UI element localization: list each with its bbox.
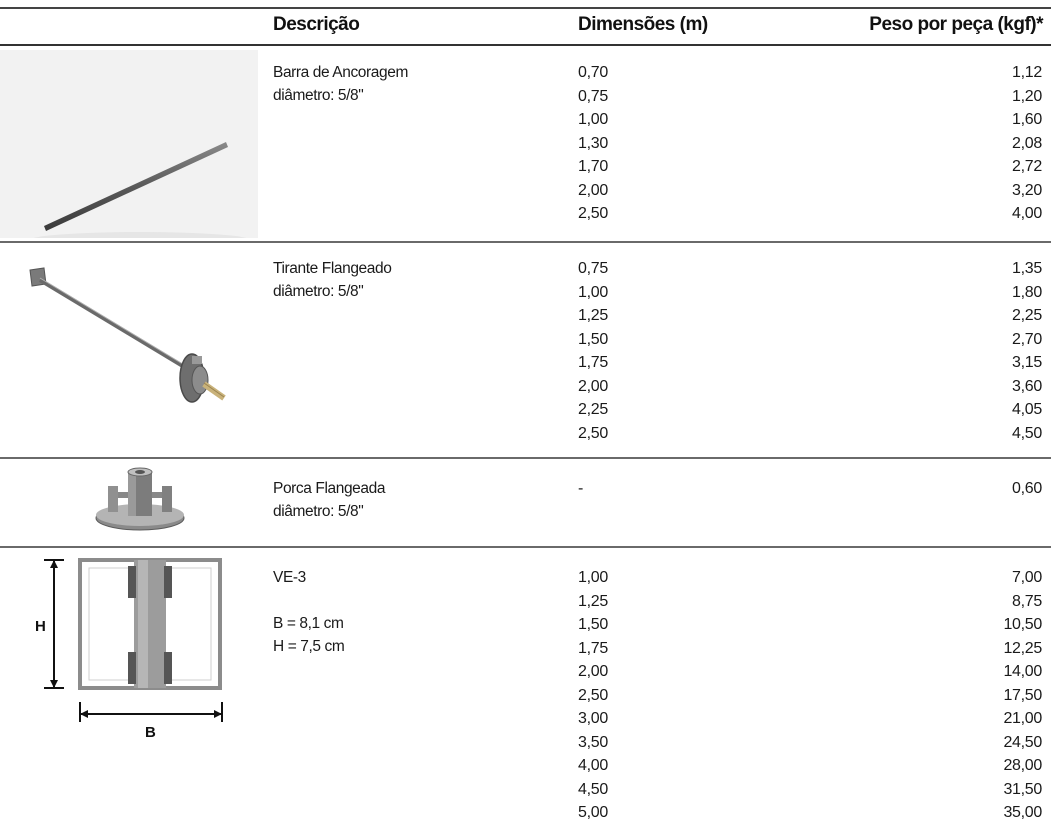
weight-value: 7,00	[1012, 569, 1042, 586]
dimension-value: 3,00	[578, 710, 608, 727]
row1-desc-name: Barra de Ancoragem	[273, 64, 408, 81]
weight-value: 10,50	[1003, 616, 1042, 633]
weight-value: 12,25	[1003, 639, 1042, 657]
row-separator	[0, 546, 1051, 548]
weight-value: 17,50	[1003, 686, 1042, 704]
weight-value: 0,60	[1012, 480, 1042, 497]
row4-weights: 7,00 8,75 10,50 12,25 14,00 17,50 21,00 …	[1003, 566, 1042, 825]
weight-value: 2,25	[1012, 307, 1042, 324]
dimension-value: 1,25	[578, 592, 608, 610]
weight-value: 3,60	[1012, 377, 1042, 395]
weight-value: 3,15	[1012, 354, 1042, 371]
dimension-value: 1,25	[578, 307, 608, 324]
dimension-value: 2,00	[578, 663, 608, 680]
weight-value: 2,08	[1012, 134, 1042, 152]
row4-desc-b: B = 8,1 cm	[273, 615, 344, 632]
dimension-value: 4,50	[578, 780, 608, 798]
dimension-value: 1,00	[578, 569, 608, 586]
dimension-value: 1,50	[578, 330, 608, 348]
dimension-value: 2,50	[578, 424, 608, 442]
weight-value: 2,70	[1012, 330, 1042, 348]
dimension-value: 3,50	[578, 733, 608, 751]
dimension-value: 1,50	[578, 616, 608, 633]
row2-desc-diameter: diâmetro: 5/8"	[273, 283, 364, 300]
dimension-value: 2,50	[578, 686, 608, 704]
header-dimensoes: Dimensões (m)	[578, 14, 708, 35]
weight-value: 4,05	[1012, 401, 1042, 418]
diagram-label-b: B	[145, 724, 156, 741]
row2-weights: 1,35 1,80 2,25 2,70 3,15 3,60 4,05 4,50	[1012, 257, 1042, 445]
weight-value: 4,50	[1012, 424, 1042, 442]
dimension-value: 0,70	[578, 64, 608, 81]
weight-value: 1,80	[1012, 283, 1042, 301]
ve3-profile-diagram: H B	[0, 552, 258, 742]
row2-desc-name: Tirante Flangeado	[273, 260, 392, 277]
dimension-value: 1,00	[578, 111, 608, 128]
row4-dimensions: 1,00 1,25 1,50 1,75 2,00 2,50 3,00 3,50 …	[578, 566, 608, 825]
weight-value: 1,35	[1012, 260, 1042, 277]
diagram-label-h: H	[35, 618, 46, 635]
dimension-value: 5,00	[578, 804, 608, 821]
dimension-value: 1,30	[578, 134, 608, 152]
table-top-rule	[0, 7, 1051, 9]
header-descricao: Descrição	[273, 14, 360, 35]
header-peso: Peso por peça (kgf)*	[869, 14, 1043, 35]
row-separator	[0, 241, 1051, 243]
anchor-bar-image	[0, 50, 258, 238]
dimension-value: 2,50	[578, 205, 608, 222]
weight-value: 1,12	[1012, 64, 1042, 81]
weight-value: 28,00	[1003, 757, 1042, 774]
row1-dimensions: 0,70 0,75 1,00 1,30 1,70 2,00 2,50	[578, 61, 608, 226]
dimension-value: 2,00	[578, 181, 608, 199]
row3-desc-name: Porca Flangeada	[273, 480, 386, 497]
row1-desc-diameter: diâmetro: 5/8"	[273, 87, 364, 104]
row4-desc-name: VE-3	[273, 569, 306, 586]
dimension-value: 0,75	[578, 260, 608, 277]
row3-desc-diameter: diâmetro: 5/8"	[273, 503, 364, 520]
flanged-tie-rod-image	[0, 246, 258, 448]
row4-desc-h: H = 7,5 cm	[273, 638, 345, 655]
row3-weights: 0,60	[1012, 477, 1042, 501]
weight-value: 31,50	[1003, 780, 1042, 798]
weight-value: 21,00	[1003, 710, 1042, 727]
weight-value: 35,00	[1003, 804, 1042, 821]
dimension-value: 1,75	[578, 639, 608, 657]
weight-value: 24,50	[1003, 733, 1042, 751]
row1-weights: 1,12 1,20 1,60 2,08 2,72 3,20 4,00	[1012, 61, 1042, 226]
dimension-value: 1,00	[578, 283, 608, 301]
row3-dimensions: -	[578, 477, 583, 501]
weight-value: 1,60	[1012, 111, 1042, 128]
weight-value: 1,20	[1012, 87, 1042, 105]
weight-value: 3,20	[1012, 181, 1042, 199]
dimension-value: 2,00	[578, 377, 608, 395]
dimension-value: 0,75	[578, 87, 608, 105]
dimension-value: -	[578, 480, 584, 497]
weight-value: 4,00	[1012, 205, 1042, 222]
row2-dimensions: 0,75 1,00 1,25 1,50 1,75 2,00 2,25 2,50	[578, 257, 608, 445]
weight-value: 8,75	[1012, 592, 1042, 610]
dimension-value: 4,00	[578, 757, 608, 774]
flanged-nut-image	[0, 462, 258, 542]
row-separator	[0, 457, 1051, 459]
header-rule	[0, 44, 1051, 46]
dimension-value: 1,70	[578, 158, 608, 175]
dimension-value: 1,75	[578, 354, 608, 371]
dimension-value: 2,25	[578, 401, 608, 418]
weight-value: 14,00	[1003, 663, 1042, 680]
weight-value: 2,72	[1012, 158, 1042, 175]
